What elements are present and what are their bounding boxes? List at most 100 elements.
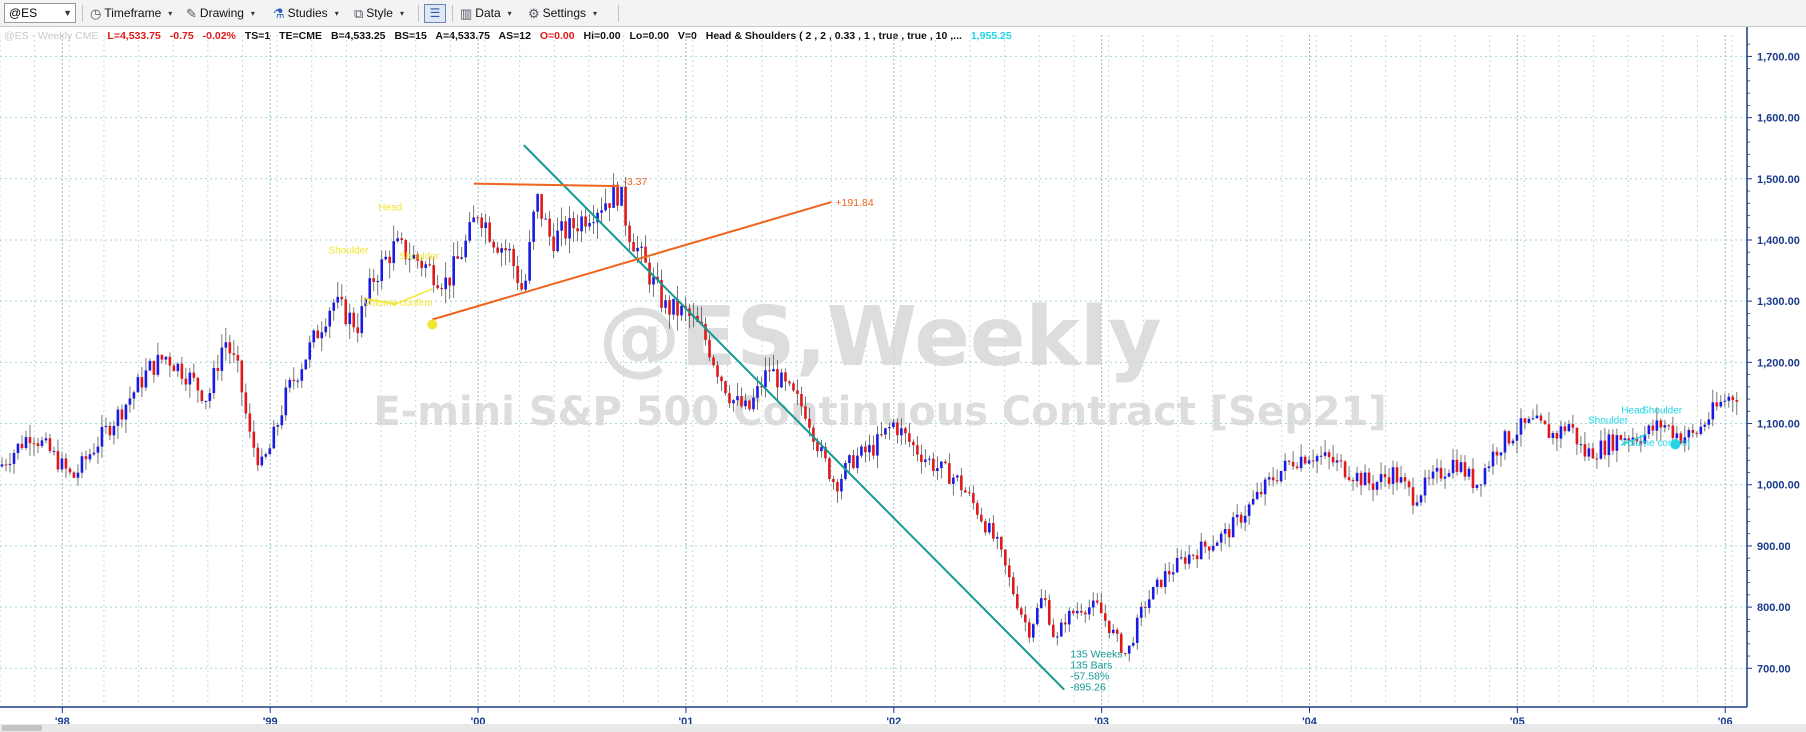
candle-down <box>908 433 911 442</box>
candle-up <box>268 448 272 455</box>
drawing-button[interactable]: ✎ Drawing ▾ <box>186 4 255 23</box>
candle-down <box>1691 430 1695 433</box>
candle-up <box>560 221 563 231</box>
candle-up <box>1535 415 1539 419</box>
candle-down <box>1679 433 1683 444</box>
candle-down <box>428 264 432 266</box>
price-axis[interactable]: 700.00 800.00 900.00 1,000.00 1,100.00 1,200.… <box>1746 27 1800 707</box>
candle-down <box>916 445 919 455</box>
candle-down <box>1339 460 1343 462</box>
candle-up <box>276 425 280 427</box>
candle-up <box>1163 571 1167 587</box>
candle-down <box>668 300 671 315</box>
candle-up <box>764 370 767 388</box>
candle-down <box>720 376 723 382</box>
data-button[interactable]: ▥ Data ▾ <box>460 4 512 23</box>
candle-up <box>1419 495 1423 503</box>
candle-up <box>1319 455 1323 457</box>
candle-up <box>1579 444 1583 446</box>
candle-up <box>1663 425 1667 428</box>
candle-up <box>328 310 332 327</box>
candle-up <box>744 400 747 407</box>
candle-up <box>280 415 284 426</box>
candle-down <box>1291 461 1295 467</box>
candle-up <box>212 368 216 394</box>
candle-up <box>952 477 955 484</box>
candle-up <box>1643 434 1647 444</box>
toolbar-divider <box>418 5 419 22</box>
candle-down <box>1619 435 1623 440</box>
candle-up <box>1263 479 1267 495</box>
candle-down <box>492 241 495 248</box>
candle-up <box>1687 430 1691 438</box>
candle-up <box>612 184 615 208</box>
candle-down <box>1103 613 1107 621</box>
studies-button[interactable]: ⚗ Studies ▾ <box>273 4 339 23</box>
pattern-volume-line-2005 <box>1620 433 1647 446</box>
candle-down <box>1571 424 1575 428</box>
candle-down <box>196 377 200 391</box>
candle-down <box>1603 440 1607 456</box>
candle-up <box>536 194 539 212</box>
layout-icon: ☰ <box>429 6 441 20</box>
candle-up <box>156 354 160 375</box>
timeframe-button[interactable]: ◷ Timeframe ▾ <box>90 4 172 23</box>
candle-up <box>1231 517 1235 538</box>
candle-down <box>1471 468 1475 489</box>
candle-down <box>796 390 799 394</box>
candle-up <box>208 393 212 401</box>
chart-grid <box>0 35 1746 705</box>
candle-down <box>1191 554 1195 556</box>
time-tick-label: '06 <box>1718 716 1733 724</box>
high-value: Hi=0.00 <box>583 30 621 42</box>
scrollbar-thumb[interactable] <box>2 725 42 731</box>
candle-up <box>484 222 487 229</box>
candle-down <box>644 246 647 263</box>
studies-label: Studies <box>287 6 328 20</box>
candle-down <box>72 472 76 478</box>
candle-up <box>12 453 16 464</box>
price-chart[interactable]: @ES,Weekly E-mini S&P 500 Continuous Con… <box>0 27 1806 724</box>
candle-up <box>1451 459 1455 474</box>
candle-down <box>404 239 408 260</box>
price-tick-label: 1,600.00 <box>1757 113 1800 125</box>
volume-value: V=0 <box>677 30 697 42</box>
candle-down <box>120 409 124 420</box>
candle-down <box>972 493 975 504</box>
te-value: TE=CME <box>279 30 323 42</box>
candle-down <box>20 443 24 448</box>
candle-up <box>460 257 463 259</box>
candle-down <box>1543 420 1547 425</box>
candle-down <box>476 217 479 219</box>
candle-up <box>1055 636 1059 638</box>
candle-down <box>1012 577 1015 595</box>
candle-up <box>320 332 324 339</box>
candle-down <box>1495 451 1499 456</box>
symbol-input[interactable]: @ES ▼ <box>4 3 76 23</box>
chevron-down-icon[interactable]: ▼ <box>63 8 72 18</box>
candle-up <box>652 276 655 285</box>
candle-down <box>344 299 348 325</box>
trendline-decline <box>523 144 1065 691</box>
candle-down <box>84 456 88 460</box>
candle-down <box>1715 402 1719 407</box>
candle-up <box>588 223 591 227</box>
candle-down <box>740 396 743 407</box>
candle-up <box>756 386 759 398</box>
candle-up <box>1567 424 1571 432</box>
candle-up <box>1147 599 1151 608</box>
candle-up <box>1283 460 1287 471</box>
time-axis[interactable]: '98 '99 '00 '01 '02 '03 '04 '05 '06 <box>0 706 1747 724</box>
candle-down <box>608 203 611 208</box>
style-button[interactable]: ⧉ Style ▾ <box>354 4 404 23</box>
clock-icon: ◷ <box>90 6 102 21</box>
horizontal-scrollbar[interactable] <box>0 724 1806 732</box>
candle-up <box>396 238 400 242</box>
candle-up <box>988 523 991 533</box>
settings-button[interactable]: ⚙ Settings ▾ <box>528 4 597 23</box>
pattern-label-2005: Shoulder <box>1642 406 1683 417</box>
layout-toggle-button[interactable]: ☰ <box>424 4 446 23</box>
candle-down <box>1083 612 1087 615</box>
candle-up <box>464 240 467 258</box>
candle-up <box>1151 586 1155 600</box>
